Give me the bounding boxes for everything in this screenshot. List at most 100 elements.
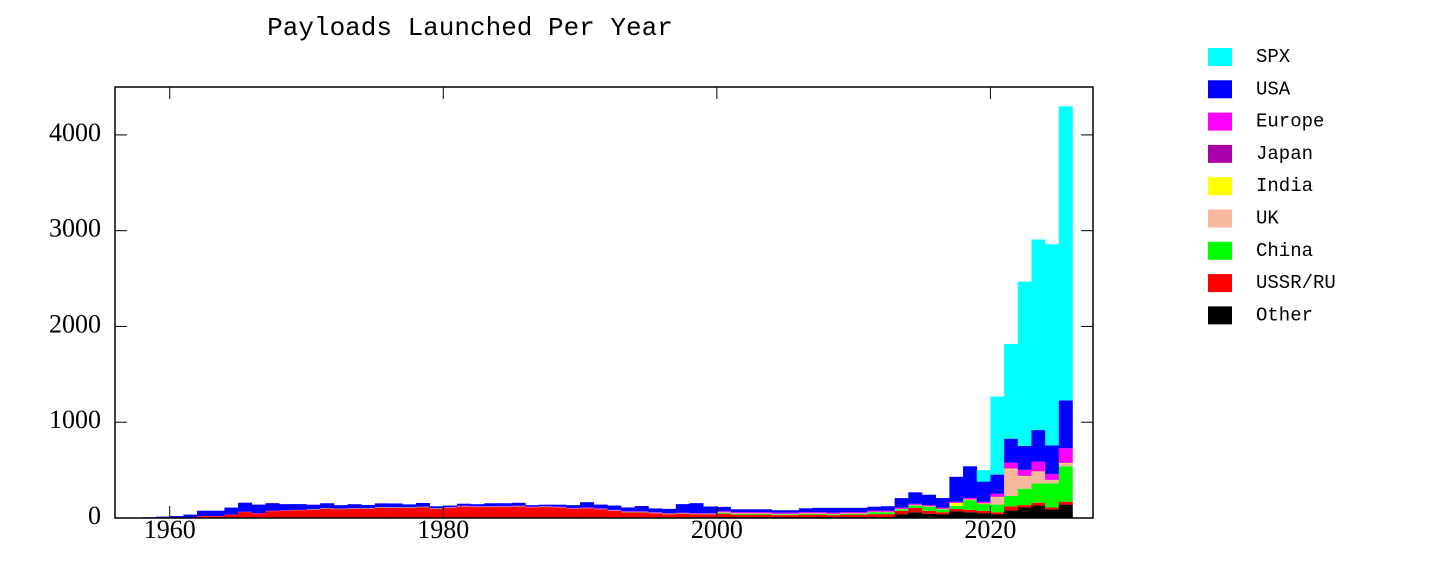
bar-segment	[772, 513, 786, 514]
legend-swatch	[1208, 48, 1232, 66]
bar-segment	[1004, 439, 1018, 463]
bar-segment	[949, 503, 963, 506]
bar-segment	[840, 514, 854, 515]
bar-segment	[744, 509, 758, 512]
bar-segment	[963, 510, 977, 512]
y-tick-label: 1000	[49, 405, 101, 434]
bar-segment	[813, 512, 827, 513]
bar-segment	[744, 514, 758, 515]
x-tick-label: 1960	[144, 515, 196, 544]
bar-segment	[1045, 474, 1059, 480]
bar-segment	[580, 502, 594, 507]
bar-segment	[621, 512, 635, 517]
bar-segment	[498, 503, 512, 506]
bar-segment	[1031, 462, 1045, 472]
x-tick-label: 2000	[691, 515, 743, 544]
bar-segment	[553, 505, 567, 507]
bar-segment	[320, 503, 334, 508]
bar-segment	[854, 514, 868, 515]
bar-segment	[1045, 509, 1059, 518]
legend-swatch	[1208, 80, 1232, 98]
bar-segment	[758, 514, 772, 515]
legend-label: Europe	[1256, 111, 1324, 133]
bar-segment	[1004, 344, 1018, 439]
bar-segment	[881, 512, 895, 514]
bar-segment	[430, 506, 444, 508]
bar-segment	[512, 503, 526, 506]
y-tick-label: 4000	[49, 118, 101, 147]
bar-segment	[867, 512, 881, 514]
bar-segment	[772, 514, 786, 515]
bar-segment	[306, 510, 320, 518]
bar-segment	[648, 508, 662, 512]
bar-segment	[238, 512, 252, 518]
bar-segment	[922, 507, 936, 511]
legend-label: USSR/RU	[1256, 272, 1336, 294]
y-tick-label: 3000	[49, 214, 101, 243]
bar-segment	[840, 515, 854, 517]
bar-segment	[717, 513, 731, 514]
bar-segment	[224, 508, 238, 515]
bar-segment	[908, 512, 922, 518]
bar-segment	[895, 509, 909, 510]
bar-segment	[457, 504, 471, 506]
bar-segment	[539, 507, 553, 518]
bar-segment	[635, 512, 649, 517]
legend-label: Other	[1256, 304, 1313, 326]
bar-segment	[1059, 400, 1073, 448]
legend-swatch	[1208, 306, 1232, 324]
bar-segment	[443, 506, 457, 508]
bar-segment	[717, 511, 731, 512]
bar-segment	[607, 511, 621, 518]
bar-segment	[895, 511, 909, 514]
bar-segment	[1018, 470, 1032, 476]
bar-segment	[990, 505, 1004, 513]
bar-segment	[1031, 430, 1045, 462]
bar-segment	[731, 509, 745, 512]
bar-segment	[990, 494, 1004, 497]
bar-segment	[279, 511, 293, 518]
bar-segment	[744, 515, 758, 517]
bar-segment	[566, 509, 580, 518]
bar-segment	[1031, 503, 1045, 506]
bar-segment	[977, 470, 991, 481]
bar-segment	[977, 482, 991, 502]
bar-segment	[211, 511, 225, 516]
bar-segment	[293, 504, 307, 510]
bar-segment	[703, 507, 717, 514]
bar-segment	[662, 509, 676, 513]
bar-segment	[826, 513, 840, 514]
legend-label: Japan	[1256, 143, 1313, 165]
bar-segment	[813, 508, 827, 512]
bar-segment	[758, 512, 772, 513]
bar-segment	[963, 466, 977, 498]
bar-segment	[867, 514, 881, 517]
bar-segment	[1059, 466, 1073, 501]
legend-label: China	[1256, 240, 1313, 262]
bar-segment	[936, 498, 950, 508]
bar-segment	[854, 515, 868, 517]
bar-segment	[662, 514, 676, 517]
bar-segment	[689, 503, 703, 513]
bar-segment	[949, 477, 963, 502]
x-tick-label: 2020	[964, 515, 1016, 544]
bar-segment	[813, 514, 827, 515]
chart-title: Payloads Launched Per Year	[267, 13, 673, 43]
bar-segment	[484, 507, 498, 518]
bar-segment	[799, 515, 813, 517]
bar-segment	[826, 515, 840, 517]
bar-segment	[731, 512, 745, 513]
bar-segment	[908, 506, 922, 508]
bar-segment	[1059, 502, 1073, 505]
bar-segment	[977, 511, 991, 513]
bar-segment	[908, 508, 922, 512]
bar-segment	[826, 514, 840, 515]
bar-segment	[252, 513, 266, 517]
bar-segment	[758, 509, 772, 512]
bar-segment	[252, 505, 266, 514]
bar-segment	[717, 507, 731, 511]
bar-segment	[840, 508, 854, 512]
legend-swatch	[1208, 242, 1232, 260]
bar-segment	[758, 515, 772, 517]
